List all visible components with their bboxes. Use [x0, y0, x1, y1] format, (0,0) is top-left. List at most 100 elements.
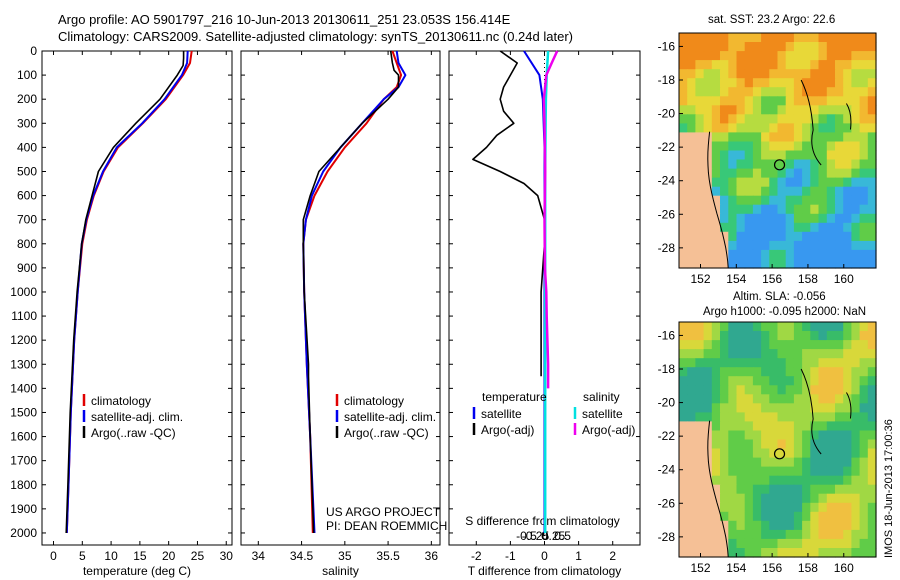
map-ytick-label: -18 — [658, 73, 676, 87]
map-cell — [867, 367, 877, 377]
map-cell — [711, 78, 721, 88]
map-cell — [867, 385, 877, 395]
difference-salinity-legend-label: satellite — [582, 407, 623, 421]
map-cell — [687, 448, 696, 459]
map-cell — [744, 520, 754, 531]
map-cell — [785, 123, 795, 133]
map-cell — [851, 168, 861, 179]
map-cell — [802, 78, 811, 88]
timestamp-text: IMOS 18-Jun-2013 17:00:36 — [883, 419, 895, 558]
map-cell — [744, 502, 754, 513]
map-cell — [851, 493, 861, 504]
map-cell — [867, 204, 877, 215]
map-cell — [744, 141, 754, 152]
map-cell — [703, 466, 713, 477]
map-cell — [793, 448, 803, 459]
map-cell — [687, 51, 696, 61]
map-cell — [736, 195, 746, 206]
map-cell — [843, 367, 852, 377]
map-cell — [687, 349, 696, 359]
map-cell — [695, 403, 705, 413]
map-cell — [867, 177, 877, 188]
map-cell — [851, 376, 861, 386]
map-cell — [736, 213, 746, 224]
map-cell — [835, 204, 844, 215]
map-cell — [793, 78, 803, 88]
map-cell — [687, 502, 696, 513]
map-cell — [818, 222, 828, 233]
map-ytick-label: -26 — [658, 207, 676, 221]
map-cell — [736, 159, 746, 170]
map-cell — [793, 349, 803, 359]
map-cell — [867, 105, 877, 115]
map-cell — [728, 538, 738, 549]
x2tick-label: 0.25 — [542, 529, 566, 543]
map-cell — [867, 403, 877, 413]
map-cell — [843, 412, 852, 422]
map-cell — [752, 457, 762, 468]
map-cell — [802, 204, 811, 215]
map-cell — [851, 259, 861, 269]
coastline — [707, 131, 729, 269]
map-cell — [679, 439, 688, 450]
map-cell — [752, 367, 762, 377]
map-cell — [851, 385, 861, 395]
map-cell — [761, 403, 770, 413]
title-line-1: Argo profile: AO 5901797_216 10-Jun-2013… — [58, 12, 511, 27]
map-cell — [867, 42, 877, 52]
map-cell — [687, 484, 696, 495]
map-cell — [761, 204, 770, 215]
map-xtick-label: 152 — [690, 561, 710, 575]
map-cell — [826, 394, 836, 404]
map-cell — [843, 132, 852, 142]
map-cell — [679, 42, 688, 52]
map-cell — [769, 340, 779, 350]
map-cell — [752, 159, 762, 170]
map-cell — [867, 520, 877, 531]
map-cell — [851, 141, 861, 152]
map-xtick-label: 158 — [798, 272, 818, 286]
map-cell — [695, 87, 705, 97]
map-cell — [818, 78, 828, 88]
map-cell — [818, 421, 828, 431]
map-cell — [835, 385, 844, 395]
map-cell — [769, 403, 779, 413]
map-cell — [687, 358, 696, 368]
map-cell — [777, 475, 787, 486]
map-cell — [711, 132, 721, 142]
map-cell — [802, 322, 811, 332]
map-cell — [736, 322, 746, 332]
map-cell — [851, 367, 861, 377]
annotation-project: US ARGO PROJECT — [326, 505, 441, 519]
map-cell — [843, 466, 852, 477]
map-cell — [720, 403, 729, 413]
bathymetry-contour — [846, 392, 852, 419]
map-cell — [687, 412, 696, 422]
map-cell — [851, 520, 861, 531]
map-cell — [810, 457, 820, 468]
map-cell — [793, 168, 803, 179]
map-cell — [761, 538, 770, 549]
map-cell — [769, 33, 779, 43]
map-cell — [835, 421, 844, 431]
map-cell — [703, 222, 713, 233]
map-cell — [769, 78, 779, 88]
map-cell — [703, 385, 713, 395]
map-cell — [810, 87, 820, 97]
map-cell — [777, 349, 787, 359]
map-cell — [835, 475, 844, 486]
map-cell — [851, 159, 861, 170]
map-cell — [859, 376, 869, 386]
map-cell — [867, 240, 877, 251]
map-cell — [851, 42, 861, 52]
map-cell — [826, 385, 836, 395]
map-cell — [867, 123, 877, 133]
map-cell — [785, 69, 795, 79]
map-cell — [867, 529, 877, 540]
map-cell — [728, 150, 738, 161]
map-cell — [736, 150, 746, 161]
map-cell — [703, 231, 713, 242]
map-cell — [744, 511, 754, 522]
map-cell — [695, 168, 705, 179]
map-cell — [835, 358, 844, 368]
